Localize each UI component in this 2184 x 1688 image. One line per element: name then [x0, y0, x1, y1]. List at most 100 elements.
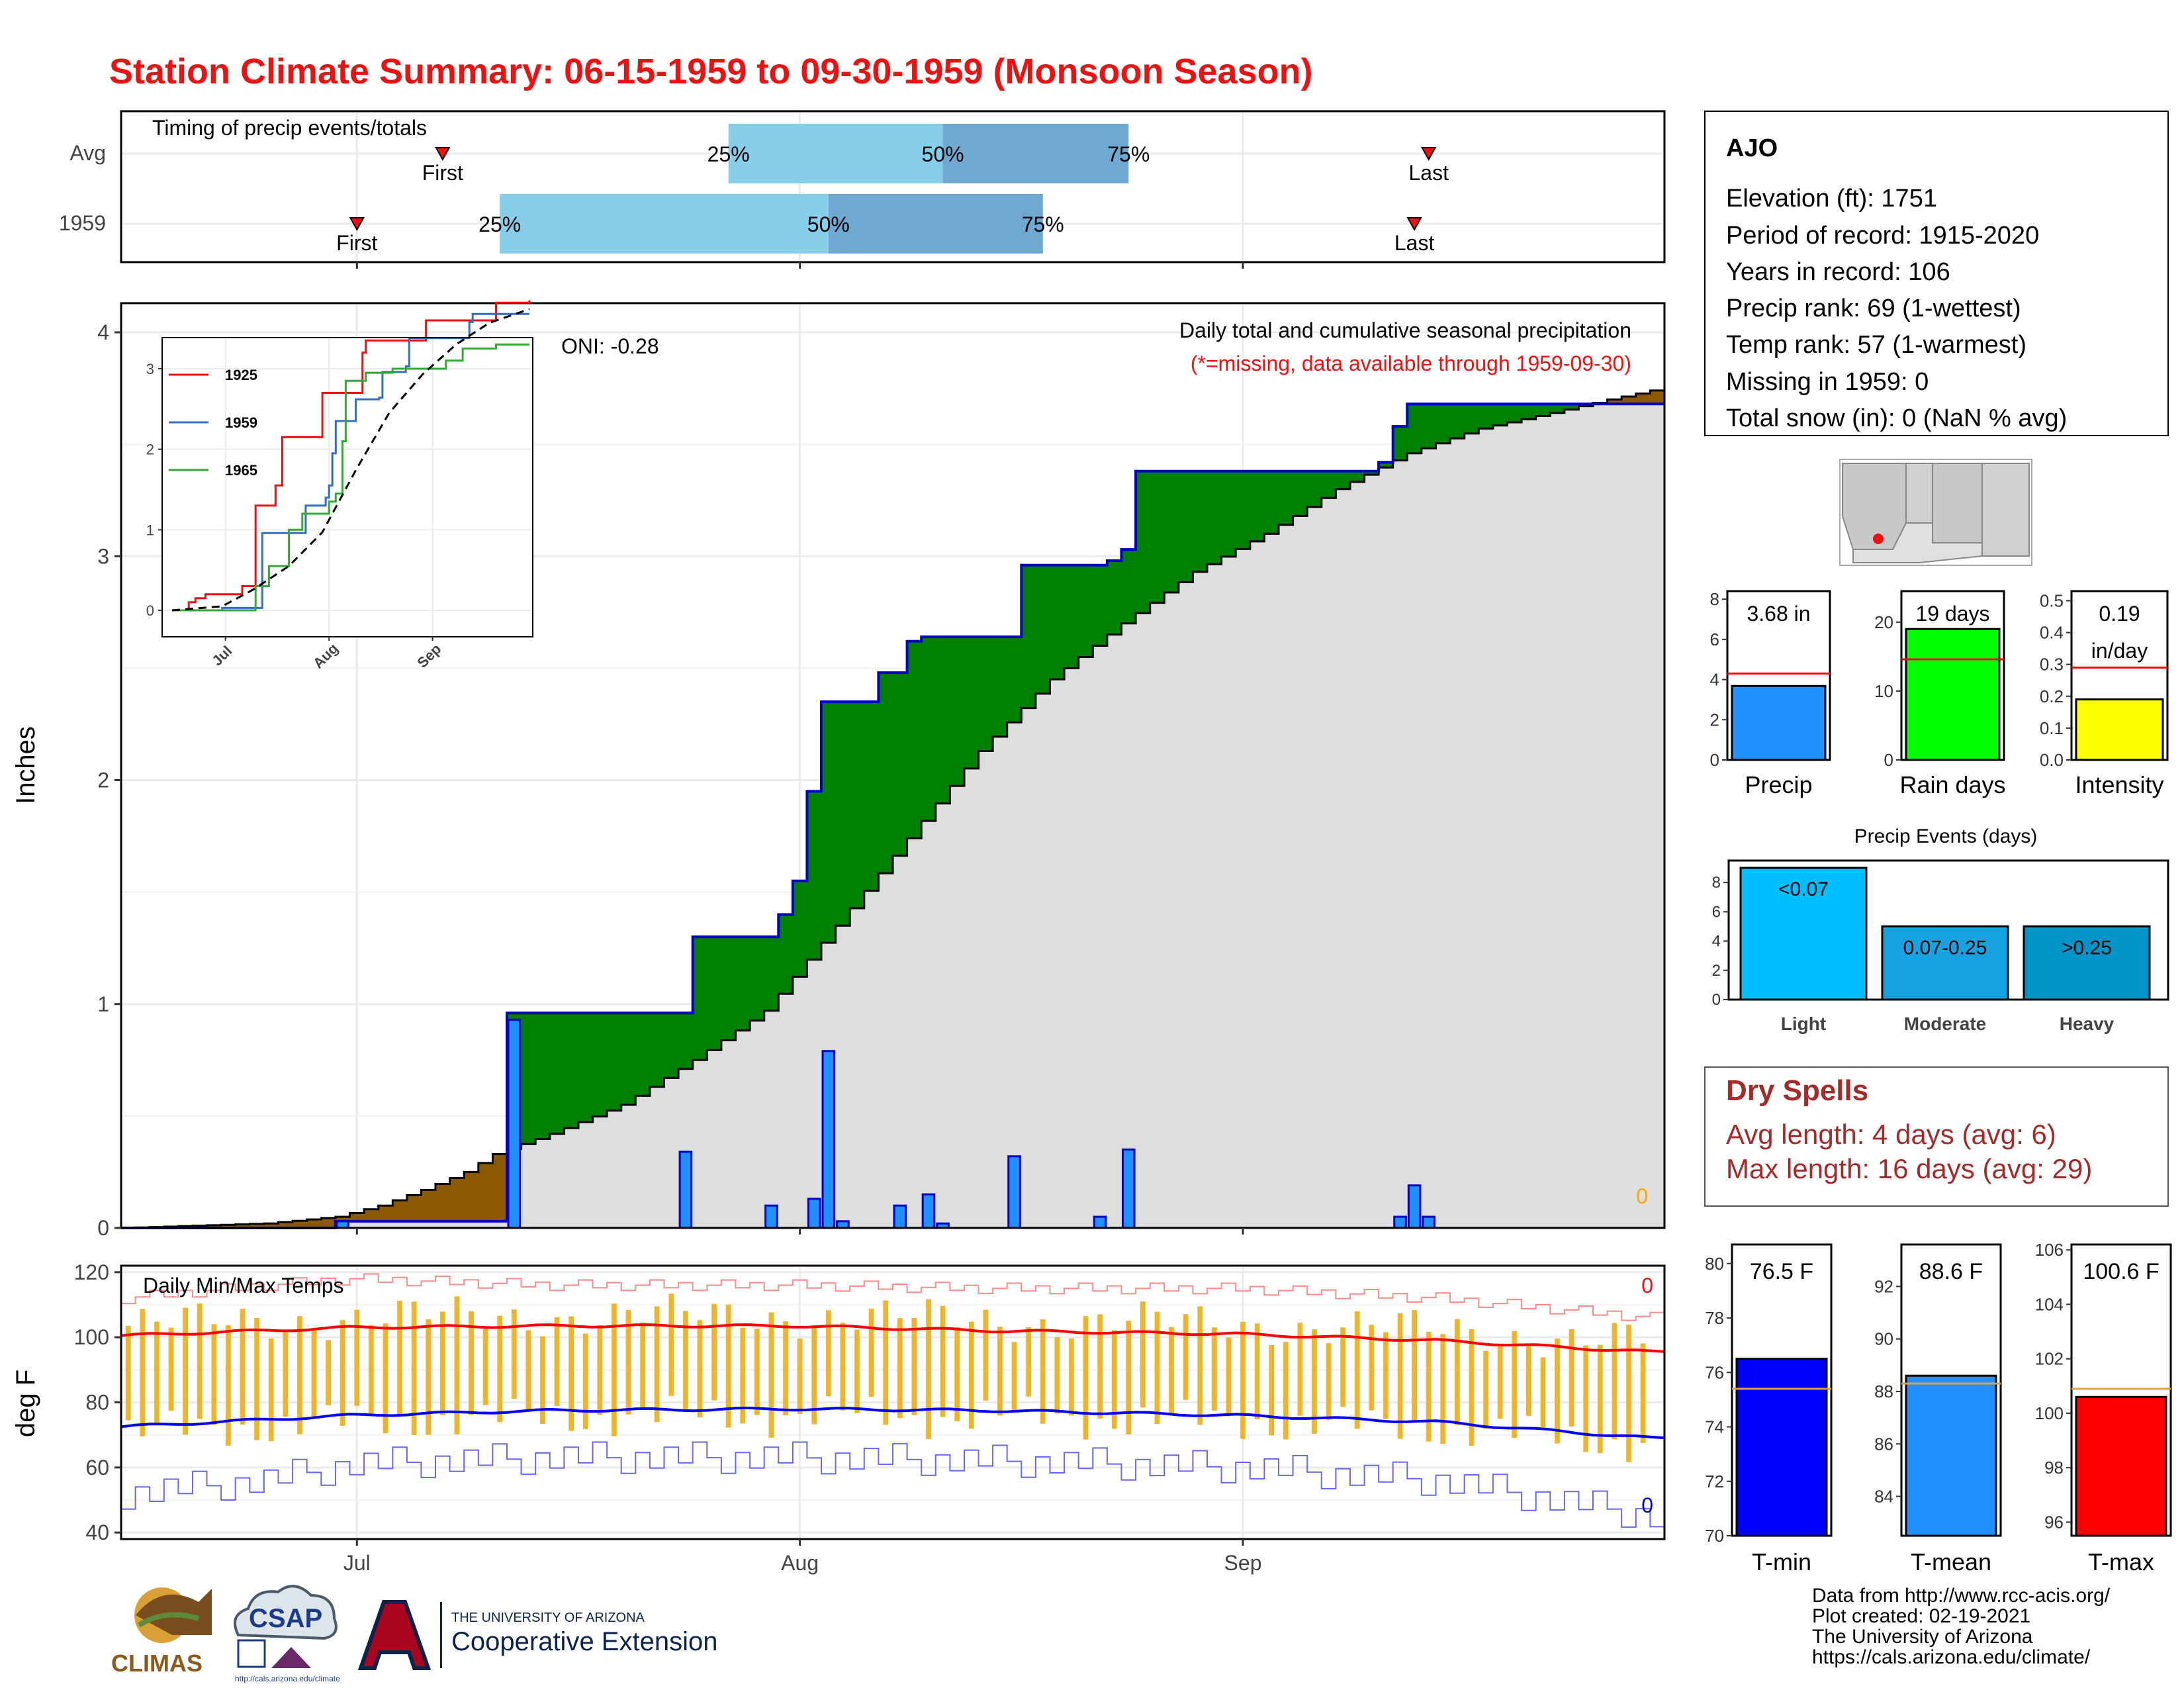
daily-temp-bar	[1383, 1332, 1388, 1419]
credit-line-3: The University of Arizona	[1812, 1626, 2033, 1648]
temp-y-tick-label: 120	[74, 1260, 109, 1284]
events-y-tick-label: 6	[1712, 903, 1721, 921]
surplus-segment	[1064, 565, 1079, 669]
daily-temp-bar	[1583, 1345, 1589, 1452]
credit-line-2: Plot created: 02-19-2021	[1812, 1605, 2030, 1627]
events-bar	[2023, 925, 2151, 1001]
mini-panel-x-label: Intensity	[2075, 771, 2163, 798]
daily-temp-bar	[1040, 1319, 1046, 1424]
daily-temp-bar	[254, 1318, 260, 1440]
missing-count: 0	[1636, 1184, 1648, 1208]
daily-temp-bar	[354, 1309, 360, 1406]
deficit-segment	[464, 1172, 479, 1221]
daily-temp-bar	[711, 1303, 717, 1401]
dry-spells-box: Dry Spells Avg length: 4 days (avg: 6) M…	[1704, 1066, 2169, 1207]
surplus-segment	[750, 937, 765, 1021]
surplus-segment	[635, 1013, 651, 1096]
daily-temp-bar	[1540, 1357, 1546, 1428]
daily-temp-bar	[397, 1300, 402, 1415]
credit-line-1: Data from http://www.rcc-acis.org/	[1812, 1585, 2111, 1607]
temp-y-ticks: 40 60 80 100 120	[74, 1260, 121, 1544]
mini-panel-bar	[2075, 1395, 2167, 1537]
temp-max-missing: 0	[1641, 1274, 1653, 1297]
daily-temp-bar	[640, 1322, 646, 1409]
mini-panel-y-tick-label: 102	[2035, 1349, 2064, 1369]
temp-x-tick-label: Jul	[343, 1551, 371, 1575]
ua-logo: THE UNIVERSITY OF ARIZONA Cooperative Ex…	[357, 1600, 717, 1670]
surplus-segment	[907, 641, 922, 839]
daily-temp-bar	[411, 1301, 417, 1436]
daily-temp-bar	[540, 1336, 545, 1424]
climas-logo: CLIMAS	[111, 1587, 212, 1677]
deficit-segment	[1607, 399, 1622, 404]
surplus-segment	[1479, 404, 1494, 429]
timing-q75-label: 75%	[1022, 212, 1064, 236]
station-location-marker	[1873, 534, 1884, 544]
climas-logo-text: CLIMAS	[111, 1650, 203, 1677]
station-name: AJO	[1726, 134, 1778, 162]
inset-gridlines	[162, 338, 533, 637]
surplus-segment	[1435, 404, 1451, 444]
daily-temp-bar	[511, 1309, 517, 1399]
surplus-segment	[935, 637, 950, 804]
surplus-segment	[807, 791, 822, 960]
surplus-segment	[1164, 471, 1179, 593]
surplus-segment	[821, 702, 837, 943]
mini-panel-y-tick-label: 96	[2044, 1512, 2064, 1532]
surplus-segment	[664, 1013, 679, 1078]
csap-url: http://cals.arizona.edu/climate	[235, 1674, 340, 1683]
daily-temp-bar	[1011, 1342, 1017, 1413]
precip-events-chart: 0 2 4 6 8 <0.07 Light 0.07-0.25 Moderate >0.25 Hea…	[1712, 859, 2169, 1034]
timing-bars: 25% 50% 75% First Last 25% 50% 75% First Last	[336, 124, 1449, 255]
daily-temp-bar	[1054, 1336, 1060, 1414]
inset-series-1925	[172, 300, 531, 612]
daily-temp-bar	[754, 1329, 760, 1415]
main-y-tick-label: 3	[97, 544, 109, 568]
surplus-segment	[578, 1013, 594, 1123]
inset-legend-label: 1965	[225, 462, 257, 479]
timing-panel: 25% 50% 75% First Last 25% 50% 75% First Last Tim…	[59, 110, 1666, 269]
daily-temp-bar	[625, 1309, 631, 1415]
mini-panel-y-tick-label: 20	[1874, 612, 1893, 632]
surplus-segment	[1121, 549, 1136, 624]
mini-panel-x-label: Precip	[1745, 771, 1812, 798]
surplus-segment	[549, 1013, 565, 1134]
daily-temp-bar	[1154, 1311, 1160, 1424]
events-bar-label: >0.25	[2062, 937, 2112, 959]
daily-temp-bar	[654, 1306, 660, 1423]
daily-temp-bar	[797, 1338, 803, 1414]
daily-temp-bar	[1497, 1344, 1503, 1419]
mini-panel-bar	[1731, 684, 1827, 761]
mini-panel-y-tick-label: 2	[1710, 710, 1719, 729]
surplus-segment	[1035, 565, 1051, 694]
surplus-segment	[607, 1013, 622, 1111]
deficit-segment	[306, 1219, 322, 1228]
surplus-segment	[1150, 471, 1165, 603]
timing-bar-q50-q75	[828, 194, 1043, 254]
mini-panel-y-tick-label: 10	[1874, 681, 1893, 701]
daily-temp-bar	[1240, 1321, 1246, 1439]
deficit-segment	[1650, 390, 1665, 404]
surplus-segment	[893, 673, 908, 856]
page-title: Station Climate Summary: 06-15-1959 to 0…	[109, 52, 1313, 91]
surplus-segment	[1007, 637, 1022, 723]
events-y-tick-label: 8	[1712, 874, 1721, 892]
precip-events-title: Precip Events (days)	[1854, 825, 2038, 847]
daily-temp-bar	[426, 1319, 432, 1435]
mini-panel-y-tick-label: 0.4	[2040, 623, 2064, 643]
daily-temp-bar	[1426, 1331, 1432, 1442]
daily-temp-bar	[1512, 1331, 1518, 1438]
events-bar	[1881, 925, 2009, 1001]
daily-temp-bar	[240, 1309, 246, 1425]
surplus-segment	[735, 937, 751, 1031]
surplus-segment	[850, 702, 865, 908]
daily-temp-bar	[1197, 1306, 1203, 1425]
csap-logo: CSAP http://cals.arizona.edu/climate	[234, 1585, 340, 1683]
daily-temp-bar	[783, 1321, 788, 1416]
daily-temp-bar	[326, 1340, 331, 1405]
surplus-segment	[1364, 471, 1379, 475]
daily-temp-bar	[1354, 1311, 1360, 1429]
timing-q50-label: 50%	[807, 212, 850, 236]
deficit-segment	[364, 1209, 379, 1221]
daily-temp-bar	[1369, 1325, 1375, 1411]
